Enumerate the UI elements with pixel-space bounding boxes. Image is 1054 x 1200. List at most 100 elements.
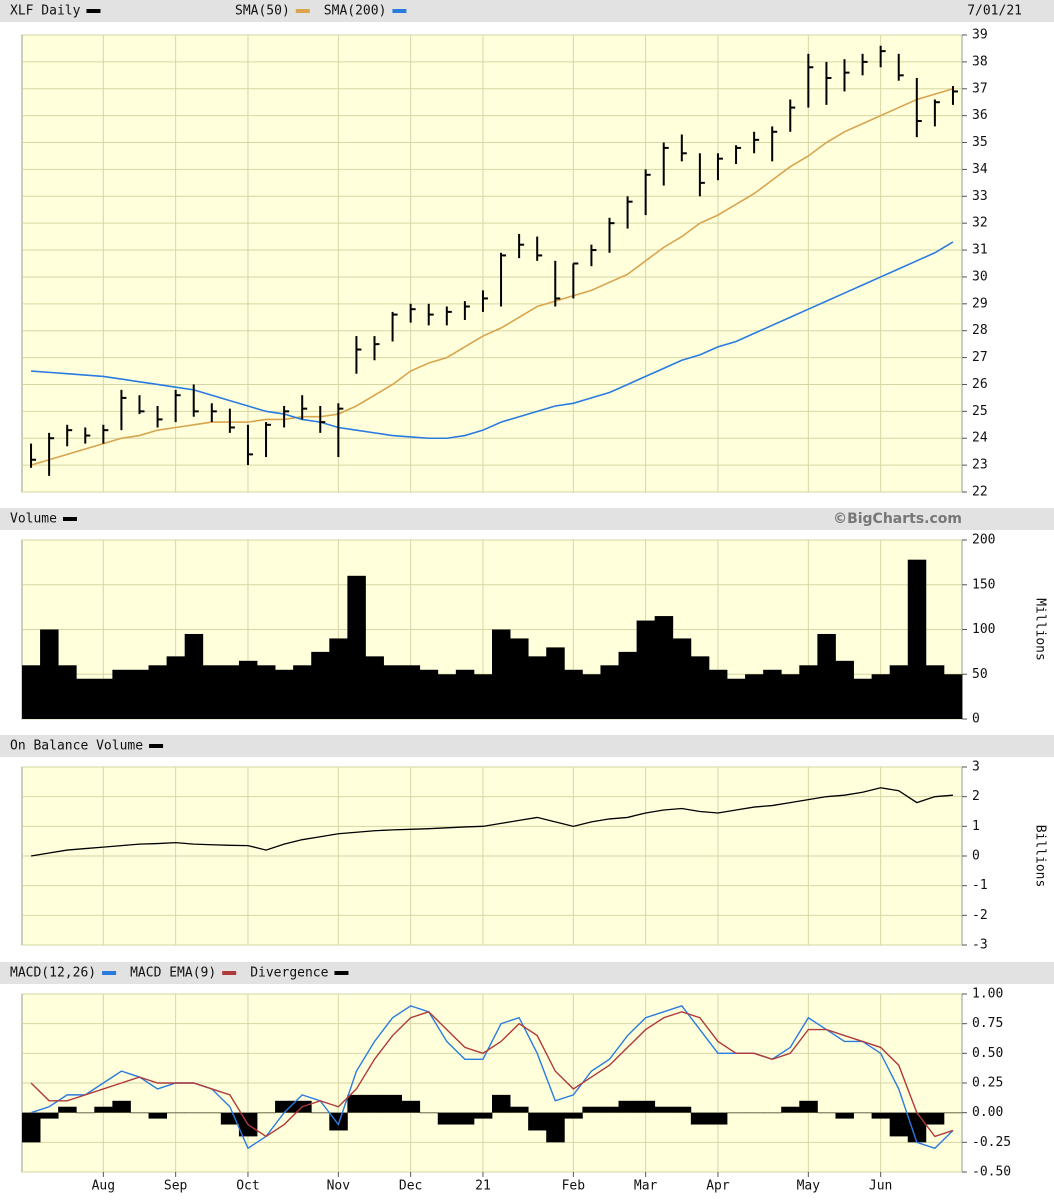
header-bar	[0, 962, 1054, 984]
x-tick-label: Aug	[92, 1179, 115, 1194]
bar	[40, 1112, 59, 1119]
bar	[166, 656, 186, 719]
y-tick-label: 27	[972, 350, 988, 365]
bar	[311, 651, 330, 719]
y-tick-label: 2	[972, 789, 980, 804]
bar	[763, 1112, 782, 1114]
bar	[311, 1112, 330, 1114]
bar	[437, 674, 457, 719]
y-tick-label: 1	[972, 819, 980, 834]
x-tick-label: 21	[475, 1179, 491, 1194]
y-tick-label: -0.50	[972, 1165, 1011, 1180]
plot-area	[21, 34, 963, 493]
x-tick-label: Oct	[236, 1179, 259, 1194]
y-tick-label: 25	[972, 404, 988, 419]
legend-swatch	[392, 9, 407, 13]
bar	[546, 1112, 565, 1143]
line	[30, 787, 954, 857]
y-tick-label: 33	[972, 189, 988, 204]
bar	[40, 629, 59, 719]
y-tick-label: 0	[972, 712, 980, 727]
y-tick-label: 37	[972, 81, 988, 96]
bar	[853, 678, 873, 719]
bar	[347, 1094, 366, 1113]
y-axis-label: Billions	[1033, 825, 1048, 888]
bar	[817, 633, 836, 719]
legend-swatch	[149, 744, 164, 748]
bar	[636, 620, 656, 719]
y-tick-label: 100	[972, 622, 995, 637]
bar	[148, 665, 168, 719]
bar	[763, 669, 782, 719]
y-tick-label: 32	[972, 216, 988, 231]
bar	[582, 674, 601, 719]
bar	[690, 656, 710, 719]
bar	[130, 669, 149, 719]
legend-label: XLF Daily	[10, 4, 81, 19]
bar	[889, 665, 909, 719]
legend-label: MACD(12,26)	[10, 966, 96, 981]
bar	[654, 1106, 674, 1113]
bar	[401, 665, 421, 719]
bar	[76, 1112, 95, 1114]
bar	[835, 660, 854, 719]
bar	[112, 669, 131, 719]
header-bar	[0, 508, 1054, 530]
bar	[455, 1112, 475, 1125]
legend-label: On Balance Volume	[10, 739, 143, 754]
legend-label: MACD EMA(9)	[130, 966, 216, 981]
bar	[600, 1106, 619, 1113]
bar	[618, 651, 638, 719]
bar	[600, 665, 619, 719]
y-tick-label: 0.25	[972, 1076, 1003, 1091]
y-tick-label: 22	[972, 485, 988, 500]
credit: ©BigCharts.com	[833, 511, 962, 527]
y-tick-label: 29	[972, 296, 988, 311]
bar	[419, 669, 439, 719]
bar	[528, 1112, 547, 1131]
bar	[889, 1112, 909, 1137]
bar	[492, 1094, 511, 1113]
bar	[528, 656, 547, 719]
bar	[58, 1106, 77, 1113]
bar	[727, 678, 746, 719]
y-tick-label: 0.00	[972, 1105, 1003, 1120]
y-tick-label: -3	[972, 938, 988, 953]
bar	[238, 660, 258, 719]
x-tick-label: Apr	[706, 1179, 730, 1194]
legend-swatch	[222, 971, 237, 975]
bar	[582, 1106, 601, 1113]
bar	[202, 665, 222, 719]
bar	[76, 678, 95, 719]
bar	[293, 665, 312, 719]
bar	[22, 1112, 41, 1143]
y-tick-label: 0	[972, 849, 980, 864]
bar	[257, 665, 276, 719]
bar	[437, 1112, 457, 1125]
y-tick-label: 1.00	[972, 987, 1003, 1002]
y-tick-label: 35	[972, 135, 988, 150]
y-tick-label: 38	[972, 54, 988, 69]
y-tick-label: 36	[972, 108, 988, 123]
bar	[510, 638, 529, 719]
bar	[564, 669, 583, 719]
legend-label: SMA(50)	[235, 4, 290, 19]
y-tick-label: 39	[972, 28, 988, 43]
line	[30, 1011, 954, 1138]
bar	[907, 559, 927, 719]
bar	[383, 665, 403, 719]
bar	[202, 1112, 222, 1114]
y-tick-label: 24	[972, 431, 988, 446]
bar	[871, 674, 891, 719]
y-tick-label: -1	[972, 878, 988, 893]
x-tick-label: May	[797, 1179, 821, 1194]
bar	[618, 1100, 638, 1113]
bar	[672, 1106, 692, 1113]
line	[30, 241, 954, 440]
bar	[220, 1112, 240, 1125]
bar	[220, 665, 240, 719]
bar	[275, 669, 294, 719]
y-tick-label: 34	[972, 162, 988, 177]
legend-swatch	[102, 971, 117, 975]
bar	[745, 1112, 764, 1114]
